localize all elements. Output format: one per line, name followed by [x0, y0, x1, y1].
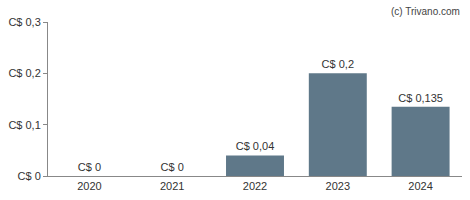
- svg-text:C$ 0: C$ 0: [18, 170, 41, 182]
- svg-text:C$ 0: C$ 0: [78, 161, 101, 173]
- svg-text:C$ 0: C$ 0: [161, 161, 184, 173]
- svg-text:C$ 0,04: C$ 0,04: [236, 140, 275, 152]
- svg-text:2020: 2020: [77, 180, 101, 192]
- svg-text:C$ 0,3: C$ 0,3: [8, 16, 40, 28]
- svg-text:C$ 0,2: C$ 0,2: [8, 67, 40, 79]
- svg-text:2022: 2022: [243, 180, 267, 192]
- svg-text:C$ 0,1: C$ 0,1: [8, 119, 40, 131]
- svg-text:(c) Trivano.com: (c) Trivano.com: [391, 6, 460, 17]
- svg-text:C$ 0,2: C$ 0,2: [322, 58, 354, 70]
- svg-text:2023: 2023: [326, 180, 350, 192]
- svg-text:C$ 0,135: C$ 0,135: [398, 92, 443, 104]
- svg-text:2024: 2024: [408, 180, 432, 192]
- svg-text:2021: 2021: [160, 180, 184, 192]
